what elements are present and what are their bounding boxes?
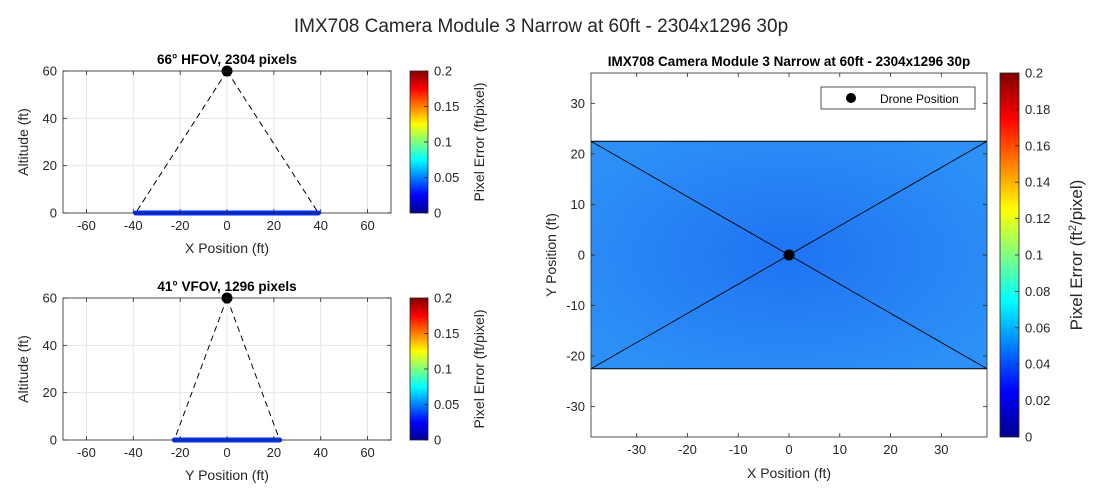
hfov-x-tick-label: -20	[171, 218, 190, 233]
vfov-title: 41° VFOV, 1296 pixels	[157, 279, 296, 294]
vfov-fov-line-0	[173, 297, 228, 441]
hfov-fov-line-1	[226, 70, 319, 214]
hfov-y-tick-label: 0	[50, 206, 57, 221]
topdown-colorbar-tick-label: 0.16	[1025, 138, 1050, 153]
hfov-colorbar-tick-label: 0.05	[434, 170, 459, 185]
topdown-x-tick-label: 10	[833, 442, 847, 457]
topdown-y-tick-label: 0	[578, 248, 585, 263]
hfov-x-tick-label: 0	[223, 218, 230, 233]
vfov-colorbar-ticks: 0 0.05 0.1 0.15 0.2	[424, 291, 459, 448]
topdown-colorbar-tick-label: 0.04	[1025, 357, 1050, 372]
topdown-colorbar-label: Pixel Error (ft2/pixel)	[1067, 180, 1086, 331]
topdown-drone-marker	[783, 249, 795, 261]
hfov-x-tick-label: -40	[124, 218, 143, 233]
vfov-x-tick-label: 40	[313, 445, 327, 460]
vfov-x-tick-label: -40	[124, 445, 143, 460]
topdown-colorbar-ticks: 0 0.02 0.04 0.06 0.08 0.1 0.12 0.14 0.16 0.18 0.2	[1015, 66, 1050, 445]
topdown-colorbar-tick-label: 0	[1025, 430, 1032, 445]
topdown-title: IMX708 Camera Module 3 Narrow at 60ft - …	[608, 54, 970, 69]
hfov-x-tick-label: 20	[267, 218, 281, 233]
vfov-y-tick-label: 20	[43, 385, 57, 400]
topdown-colorbar-tick-label: 0.14	[1025, 175, 1050, 190]
topdown-colorbar-label-superscript: 2	[1067, 225, 1079, 231]
hfov-x-tick-label: 60	[360, 218, 374, 233]
topdown-x-tick-label: -20	[678, 442, 697, 457]
hfov-colorbar-tick-label: 0.1	[434, 135, 452, 150]
hfov-colorbar-tick-label: 0.2	[434, 64, 452, 79]
hfov-x-axis-label: X Position (ft)	[185, 240, 269, 256]
vfov-x-axis-label: Y Position (ft)	[185, 467, 269, 483]
vfov-y-tick-label: 0	[50, 433, 57, 448]
vfov-x-ticks: -60 -40 -20 0 20 40 60	[77, 298, 375, 460]
hfov-x-tick-label: -60	[77, 218, 96, 233]
hfov-title: 66° HFOV, 2304 pixels	[157, 52, 297, 67]
vfov-x-tick-label: 0	[223, 445, 230, 460]
topdown-colorbar-label-end: /pixel)	[1067, 180, 1086, 225]
topdown-colorbar-label-main: Pixel Error (ft	[1067, 231, 1086, 330]
vfov-panel: 41° VFOV, 1296 pixels -60 -40 -20 0 20 40 60 0…	[15, 279, 487, 483]
topdown-x-ticks: -30 -20 -10 0 10 20 30	[627, 73, 949, 457]
topdown-y-ticks: -30 -20 -10 0 10 20 30	[566, 96, 987, 414]
vfov-x-tick-label: 60	[360, 445, 374, 460]
topdown-x-tick-label: 30	[934, 442, 948, 457]
hfov-y-ticks: 0 20 40 60	[43, 64, 391, 221]
hfov-x-ticks: -60 -40 -20 0 20 40 60	[77, 71, 375, 233]
topdown-y-tick-label: -10	[566, 298, 585, 313]
hfov-panel: 66° HFOV, 2304 pixels -60 -40 -20 0 20 40 60 0…	[15, 52, 487, 256]
vfov-colorbar-tick-label: 0.05	[434, 397, 459, 412]
topdown-colorbar-tick-label: 0.08	[1025, 284, 1050, 299]
hfov-colorbar-label: Pixel Error (ft/pixel)	[471, 82, 487, 201]
topdown-x-tick-label: 0	[785, 442, 792, 457]
hfov-y-tick-label: 20	[43, 158, 57, 173]
topdown-y-axis-label: Y Position (ft)	[543, 213, 559, 297]
topdown-colorbar-tick-label: 0.18	[1025, 102, 1050, 117]
hfov-y-tick-label: 40	[43, 111, 57, 126]
hfov-colorbar-tick-label: 0	[434, 206, 441, 221]
hfov-colorbar-ticks: 0 0.05 0.1 0.15 0.2	[424, 64, 459, 221]
topdown-x-axis-label: X Position (ft)	[747, 465, 831, 481]
vfov-colorbar-tick-label: 0.1	[434, 362, 452, 377]
vfov-colorbar-tick-label: 0.2	[434, 291, 452, 306]
legend-entry-drone-position: Drone Position	[880, 92, 959, 106]
vfov-colorbar-tick-label: 0.15	[434, 326, 459, 341]
vfov-colorbar-label: Pixel Error (ft/pixel)	[471, 309, 487, 428]
topdown-colorbar-tick-label: 0.12	[1025, 211, 1050, 226]
topdown-colorbar-tick-label: 0.06	[1025, 320, 1050, 335]
legend-box	[820, 86, 976, 110]
hfov-y-axis-label: Altitude (ft)	[15, 108, 31, 176]
topdown-y-tick-label: 20	[571, 146, 585, 161]
topdown-y-tick-label: -30	[566, 399, 585, 414]
hfov-fov-line-0	[135, 70, 228, 214]
topdown-x-tick-label: 20	[883, 442, 897, 457]
vfov-x-tick-label: 20	[267, 445, 281, 460]
vfov-y-tick-label: 60	[43, 291, 57, 306]
vfov-fov-line-1	[226, 297, 281, 441]
topdown-y-tick-label: 10	[571, 197, 585, 212]
topdown-y-tick-label: 30	[571, 96, 585, 111]
topdown-colorbar-tick-label: 0.1	[1025, 248, 1043, 263]
topdown-colorbar-tick-label: 0.02	[1025, 393, 1050, 408]
topdown-x-tick-label: -10	[729, 442, 748, 457]
hfov-y-tick-label: 60	[43, 64, 57, 79]
hfov-colorbar-tick-label: 0.15	[434, 99, 459, 114]
topdown-panel: IMX708 Camera Module 3 Narrow at 60ft - …	[543, 54, 1086, 481]
topdown-x-tick-label: -30	[627, 442, 646, 457]
topdown-y-tick-label: -20	[566, 349, 585, 364]
vfov-colorbar-tick-label: 0	[434, 433, 441, 448]
vfov-x-tick-label: -20	[171, 445, 190, 460]
topdown-legend: Drone Position	[820, 86, 976, 110]
vfov-y-axis-label: Altitude (ft)	[15, 335, 31, 403]
topdown-marks	[590, 140, 988, 370]
legend-drone-marker	[846, 93, 856, 103]
figure-suptitle: IMX708 Camera Module 3 Narrow at 60ft - …	[294, 16, 788, 37]
hfov-x-tick-label: 40	[313, 218, 327, 233]
vfov-y-ticks: 0 20 40 60	[43, 291, 391, 448]
topdown-colorbar-tick-label: 0.2	[1025, 66, 1043, 81]
vfov-y-tick-label: 40	[43, 338, 57, 353]
vfov-x-tick-label: -60	[77, 445, 96, 460]
